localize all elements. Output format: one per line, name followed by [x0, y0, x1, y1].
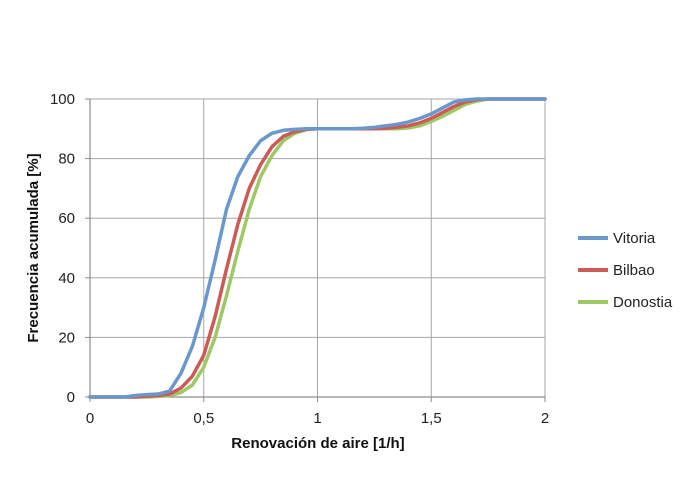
- y-tick-label: 20: [58, 329, 75, 346]
- x-tick-label: 0,5: [193, 410, 214, 427]
- y-tick-label: 40: [58, 270, 75, 287]
- y-axis-title: Frecuencia acumulada [%]: [25, 153, 42, 342]
- x-tick-label: 0: [86, 410, 94, 427]
- legend-label-donostia: Donostia: [613, 294, 673, 311]
- y-tick-label: 0: [67, 389, 75, 406]
- y-tick-label: 60: [58, 210, 75, 227]
- y-tick-label: 100: [50, 91, 75, 108]
- legend-label-vitoria: Vitoria: [613, 230, 656, 247]
- grid: [90, 98, 546, 397]
- legend: Vitoria Bilbao Donostia: [578, 230, 673, 311]
- x-tick-label: 1: [313, 410, 321, 427]
- series-line-vitoria: [88, 97, 547, 399]
- y-tick-label: 80: [58, 151, 75, 168]
- x-tick-label: 1,5: [421, 410, 442, 427]
- tick-labels: 0 20 40 60 80 100 0 0,5 1 1,5 2: [50, 91, 549, 427]
- series-lines: [88, 97, 547, 399]
- x-axis-title: Renovación de aire [1/h]: [231, 435, 404, 452]
- x-tick-label: 2: [541, 410, 549, 427]
- legend-label-bilbao: Bilbao: [613, 262, 655, 279]
